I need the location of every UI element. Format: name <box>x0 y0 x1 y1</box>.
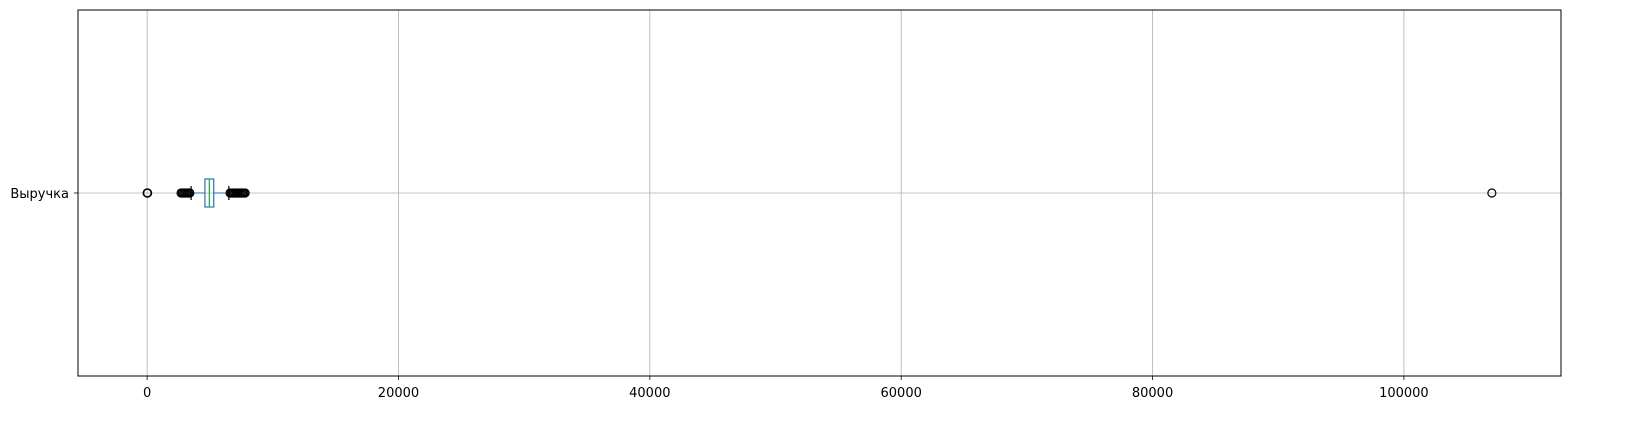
x-axis: 0 20000 40000 60000 80000 100000 <box>143 376 1429 401</box>
outlier-point <box>185 188 195 198</box>
x-tick-label: 20000 <box>378 386 419 401</box>
x-tick-label: 80000 <box>1132 386 1173 401</box>
x-tick-label: 60000 <box>881 386 922 401</box>
outlier-point <box>1487 188 1497 198</box>
outlier-point <box>240 188 250 198</box>
y-tick-label: Выручка <box>10 187 69 202</box>
box-layer <box>190 178 230 208</box>
x-tick-label: 0 <box>143 386 151 401</box>
y-axis: Выручка <box>10 187 78 202</box>
grid-lines <box>78 10 1561 376</box>
x-tick-label: 40000 <box>629 386 670 401</box>
outlier-layer <box>142 188 1497 198</box>
outlier-point <box>143 188 153 198</box>
x-tick-label: 100000 <box>1379 386 1429 401</box>
